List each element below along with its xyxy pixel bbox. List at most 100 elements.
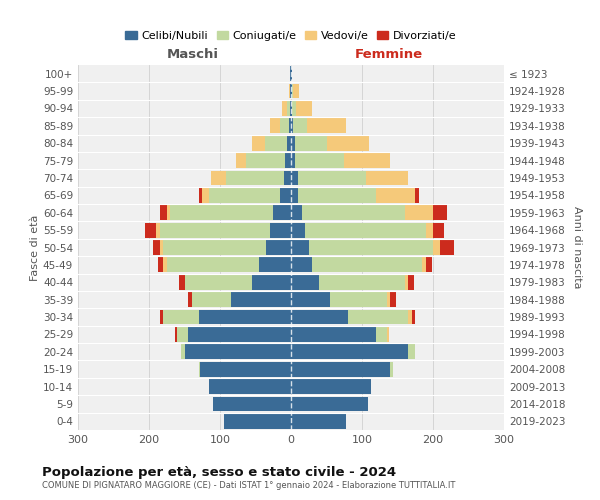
Bar	[167, 206, 170, 220]
Bar	[199, 362, 200, 376]
Bar	[287, 136, 291, 150]
Bar	[305, 222, 426, 238]
Bar	[199, 188, 202, 202]
Bar	[426, 258, 431, 272]
Bar	[408, 275, 414, 289]
Bar	[293, 84, 299, 98]
Bar	[292, 84, 293, 98]
Bar	[209, 188, 280, 202]
Bar	[291, 84, 292, 98]
Bar	[287, 101, 290, 116]
Text: Maschi: Maschi	[167, 48, 219, 62]
Bar	[289, 84, 290, 98]
Bar	[199, 310, 291, 324]
Bar	[291, 258, 313, 272]
Bar	[211, 170, 226, 186]
Bar	[319, 275, 404, 289]
Bar	[422, 258, 426, 272]
Bar	[298, 170, 365, 186]
Bar	[270, 118, 280, 133]
Bar	[246, 153, 286, 168]
Bar	[259, 258, 291, 272]
Bar	[282, 101, 287, 116]
Bar	[291, 292, 330, 307]
Bar	[152, 240, 160, 255]
Bar	[415, 188, 419, 202]
Bar	[290, 66, 291, 81]
Bar	[291, 362, 391, 376]
Bar	[391, 292, 396, 307]
Bar	[160, 222, 270, 238]
Bar	[291, 170, 298, 186]
Y-axis label: Anni di nascita: Anni di nascita	[572, 206, 582, 289]
Bar	[291, 344, 408, 359]
Bar	[433, 240, 440, 255]
Bar	[298, 188, 376, 202]
Bar	[309, 240, 433, 255]
Bar	[326, 136, 369, 150]
Bar	[284, 170, 291, 186]
Bar	[433, 206, 447, 220]
Bar	[280, 118, 289, 133]
Text: Femmine: Femmine	[355, 48, 423, 62]
Bar	[391, 362, 392, 376]
Bar	[202, 188, 209, 202]
Bar	[376, 188, 415, 202]
Bar	[167, 258, 259, 272]
Bar	[280, 188, 291, 202]
Bar	[291, 101, 292, 116]
Bar	[426, 222, 433, 238]
Bar	[252, 136, 265, 150]
Bar	[291, 136, 295, 150]
Bar	[226, 170, 284, 186]
Bar	[179, 275, 185, 289]
Bar	[185, 275, 252, 289]
Bar	[296, 101, 311, 116]
Bar	[344, 153, 391, 168]
Bar	[433, 222, 443, 238]
Bar	[163, 310, 199, 324]
Bar	[175, 327, 178, 342]
Bar	[293, 118, 307, 133]
Text: Popolazione per età, sesso e stato civile - 2024: Popolazione per età, sesso e stato civil…	[42, 466, 396, 479]
Bar	[295, 153, 344, 168]
Bar	[307, 118, 346, 133]
Bar	[145, 222, 156, 238]
Bar	[291, 379, 371, 394]
Bar	[265, 136, 287, 150]
Bar	[291, 414, 346, 428]
Bar	[156, 222, 160, 238]
Bar	[291, 396, 368, 411]
Bar	[290, 101, 291, 116]
Bar	[376, 327, 387, 342]
Bar	[291, 310, 348, 324]
Bar	[387, 327, 389, 342]
Bar	[291, 327, 376, 342]
Bar	[270, 222, 291, 238]
Bar	[408, 310, 412, 324]
Bar	[188, 292, 191, 307]
Bar	[291, 206, 302, 220]
Bar	[224, 414, 291, 428]
Bar	[291, 240, 309, 255]
Text: COMUNE DI PIGNATARO MAGGIORE (CE) - Dati ISTAT 1° gennaio 2024 - Elaborazione TU: COMUNE DI PIGNATARO MAGGIORE (CE) - Dati…	[42, 481, 455, 490]
Legend: Celibi/Nubili, Coniugati/e, Vedovi/e, Divorziati/e: Celibi/Nubili, Coniugati/e, Vedovi/e, Di…	[121, 27, 461, 46]
Bar	[178, 327, 188, 342]
Y-axis label: Fasce di età: Fasce di età	[30, 214, 40, 280]
Bar	[291, 118, 293, 133]
Bar	[160, 206, 167, 220]
Bar	[185, 344, 291, 359]
Bar	[291, 188, 298, 202]
Bar	[313, 258, 422, 272]
Bar	[252, 275, 291, 289]
Bar	[330, 292, 387, 307]
Bar	[291, 222, 305, 238]
Bar	[302, 206, 404, 220]
Bar	[236, 153, 246, 168]
Bar	[230, 292, 291, 307]
Bar	[191, 292, 230, 307]
Bar	[291, 153, 295, 168]
Bar	[266, 240, 291, 255]
Bar	[290, 84, 291, 98]
Bar	[387, 292, 391, 307]
